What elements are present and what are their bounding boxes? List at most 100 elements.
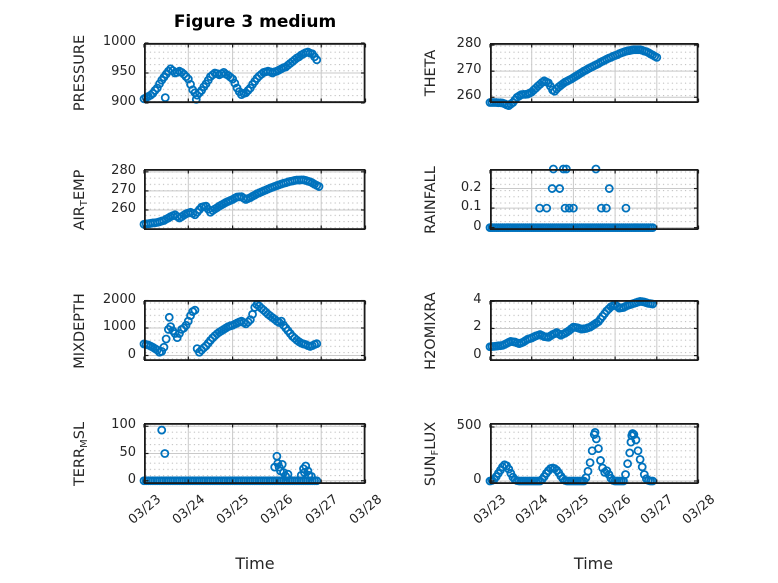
y-tick-label-pressure: 900 [111,94,136,109]
y-axis-label-text: EMP [72,169,88,200]
data-marker [590,427,599,437]
data-marker [230,78,240,88]
tick-marks [488,44,699,102]
data-marker [635,454,645,464]
scatter-points [139,175,324,229]
data-marker [312,339,322,349]
x-tick-label-right-03-28: 03/28 [679,492,718,528]
x-tick-label-right-03-24: 03/24 [512,492,551,528]
y-tick-label-sunflux: 500 [456,417,482,433]
data-marker [583,466,592,476]
subplot-rainfall [485,164,699,233]
data-marker [157,425,167,435]
x-tick-label-left-03-27: 03/27 [302,492,341,528]
y-axis-label-subscript: F [430,449,441,455]
data-marker [637,462,647,472]
y-axis-label-theta: THETA [423,50,439,97]
subplot-sunflux [485,422,699,486]
axes-border [143,168,366,231]
data-marker [314,182,324,191]
y-tick-label-theta: 280 [456,36,482,52]
tick-marks [488,424,699,483]
data-marker [312,476,322,486]
x-tick-label-left-03-26: 03/26 [258,492,297,528]
y-axis-label-text: TERR [72,447,88,486]
y-tick-label-rainfall: 0.1 [460,199,482,215]
y-tick-label-rainfall: 0.2 [460,179,482,195]
y-axis-label-rainfall: RAINFALL [423,166,439,234]
y-axis-label-text: RAINFALL [423,165,439,234]
data-marker [164,312,174,322]
data-marker [647,476,657,486]
y-axis-label-subscript: T [79,199,90,206]
data-marker [283,469,293,479]
data-marker [621,203,630,213]
tick-marks [488,170,699,229]
data-marker [160,449,170,458]
tick-marks [488,300,699,360]
x-tick-label-right-03-27: 03/27 [637,492,676,528]
y-axis-label-subscript: M [79,438,90,448]
y-axis-label-text: MIXDEPTH [72,292,88,369]
y-tick-label-airtemp: 270 [111,181,136,197]
data-marker [620,470,630,479]
data-marker [301,461,311,471]
data-marker [560,203,569,213]
figure-title: Figure 3 medium [173,12,337,32]
minor-grid-dots [489,169,698,230]
y-axis-label-airtemp: AIRTEMP [72,169,90,230]
x-tick-label-left-03-28: 03/28 [346,492,386,528]
y-tick-label-mixdepth: 0 [127,346,136,362]
scatter-points [485,45,661,111]
y-tick-label-airtemp: 280 [111,162,136,178]
y-axis-label-text: AIR [72,205,88,230]
y-tick-label-terrmsl: 100 [111,417,136,433]
scatter-points [485,164,657,233]
data-marker [281,471,291,481]
y-axis-label-text: H2OMIXRA [423,291,439,370]
data-marker [243,317,253,327]
data-marker [541,203,551,213]
data-marker [596,203,606,213]
data-marker [633,446,642,456]
x-tick-label-right-03-26: 03/26 [595,492,635,528]
tick-marks [143,299,367,360]
y-tick-label-mixdepth: 1000 [102,319,136,335]
scatter-points [485,296,657,352]
axes-border [489,422,698,485]
data-marker [593,444,603,453]
scatter-points [139,47,322,104]
y-axis-label-text: THETA [423,49,439,97]
data-marker [622,459,632,469]
data-marker [627,429,637,438]
scatter-points [139,300,322,357]
data-marker [651,52,661,62]
y-axis-label-sunflux: SUNFLUX [423,421,441,485]
y-tick-label-terrmsl: 50 [119,444,136,460]
x-tick-label-left-03-23: 03/23 [125,492,164,528]
data-marker [585,458,594,468]
data-marker [161,334,171,344]
data-marker [160,93,170,102]
data-marker [190,305,200,315]
data-marker [307,471,316,481]
y-axis-label-text: LUX [423,421,439,450]
scatter-points [485,427,657,486]
y-tick-label-theta: 270 [456,62,482,78]
data-marker [568,203,578,213]
y-tick-label-theta: 260 [456,88,482,104]
x-tick-label-left-03-25: 03/25 [213,492,253,528]
subplot-terrmsl [139,422,367,486]
axes-border [143,422,366,485]
data-marker [277,459,287,469]
y-tick-label-h2omixra: 4 [473,292,482,308]
y-tick-label-rainfall: 0 [473,218,482,234]
minor-grid-dots [489,300,698,361]
x-tick-label-right-03-23: 03/23 [470,492,510,528]
y-axis-label-h2omixra: H2OMIXRA [423,292,439,370]
axes-border [143,42,366,104]
data-marker [199,343,209,353]
data-marker [647,223,657,233]
y-axis-label-pressure: PRESSURE [72,35,88,111]
